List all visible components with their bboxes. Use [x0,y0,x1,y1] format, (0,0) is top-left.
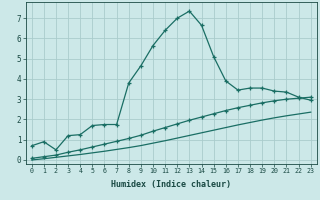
X-axis label: Humidex (Indice chaleur): Humidex (Indice chaleur) [111,180,231,189]
